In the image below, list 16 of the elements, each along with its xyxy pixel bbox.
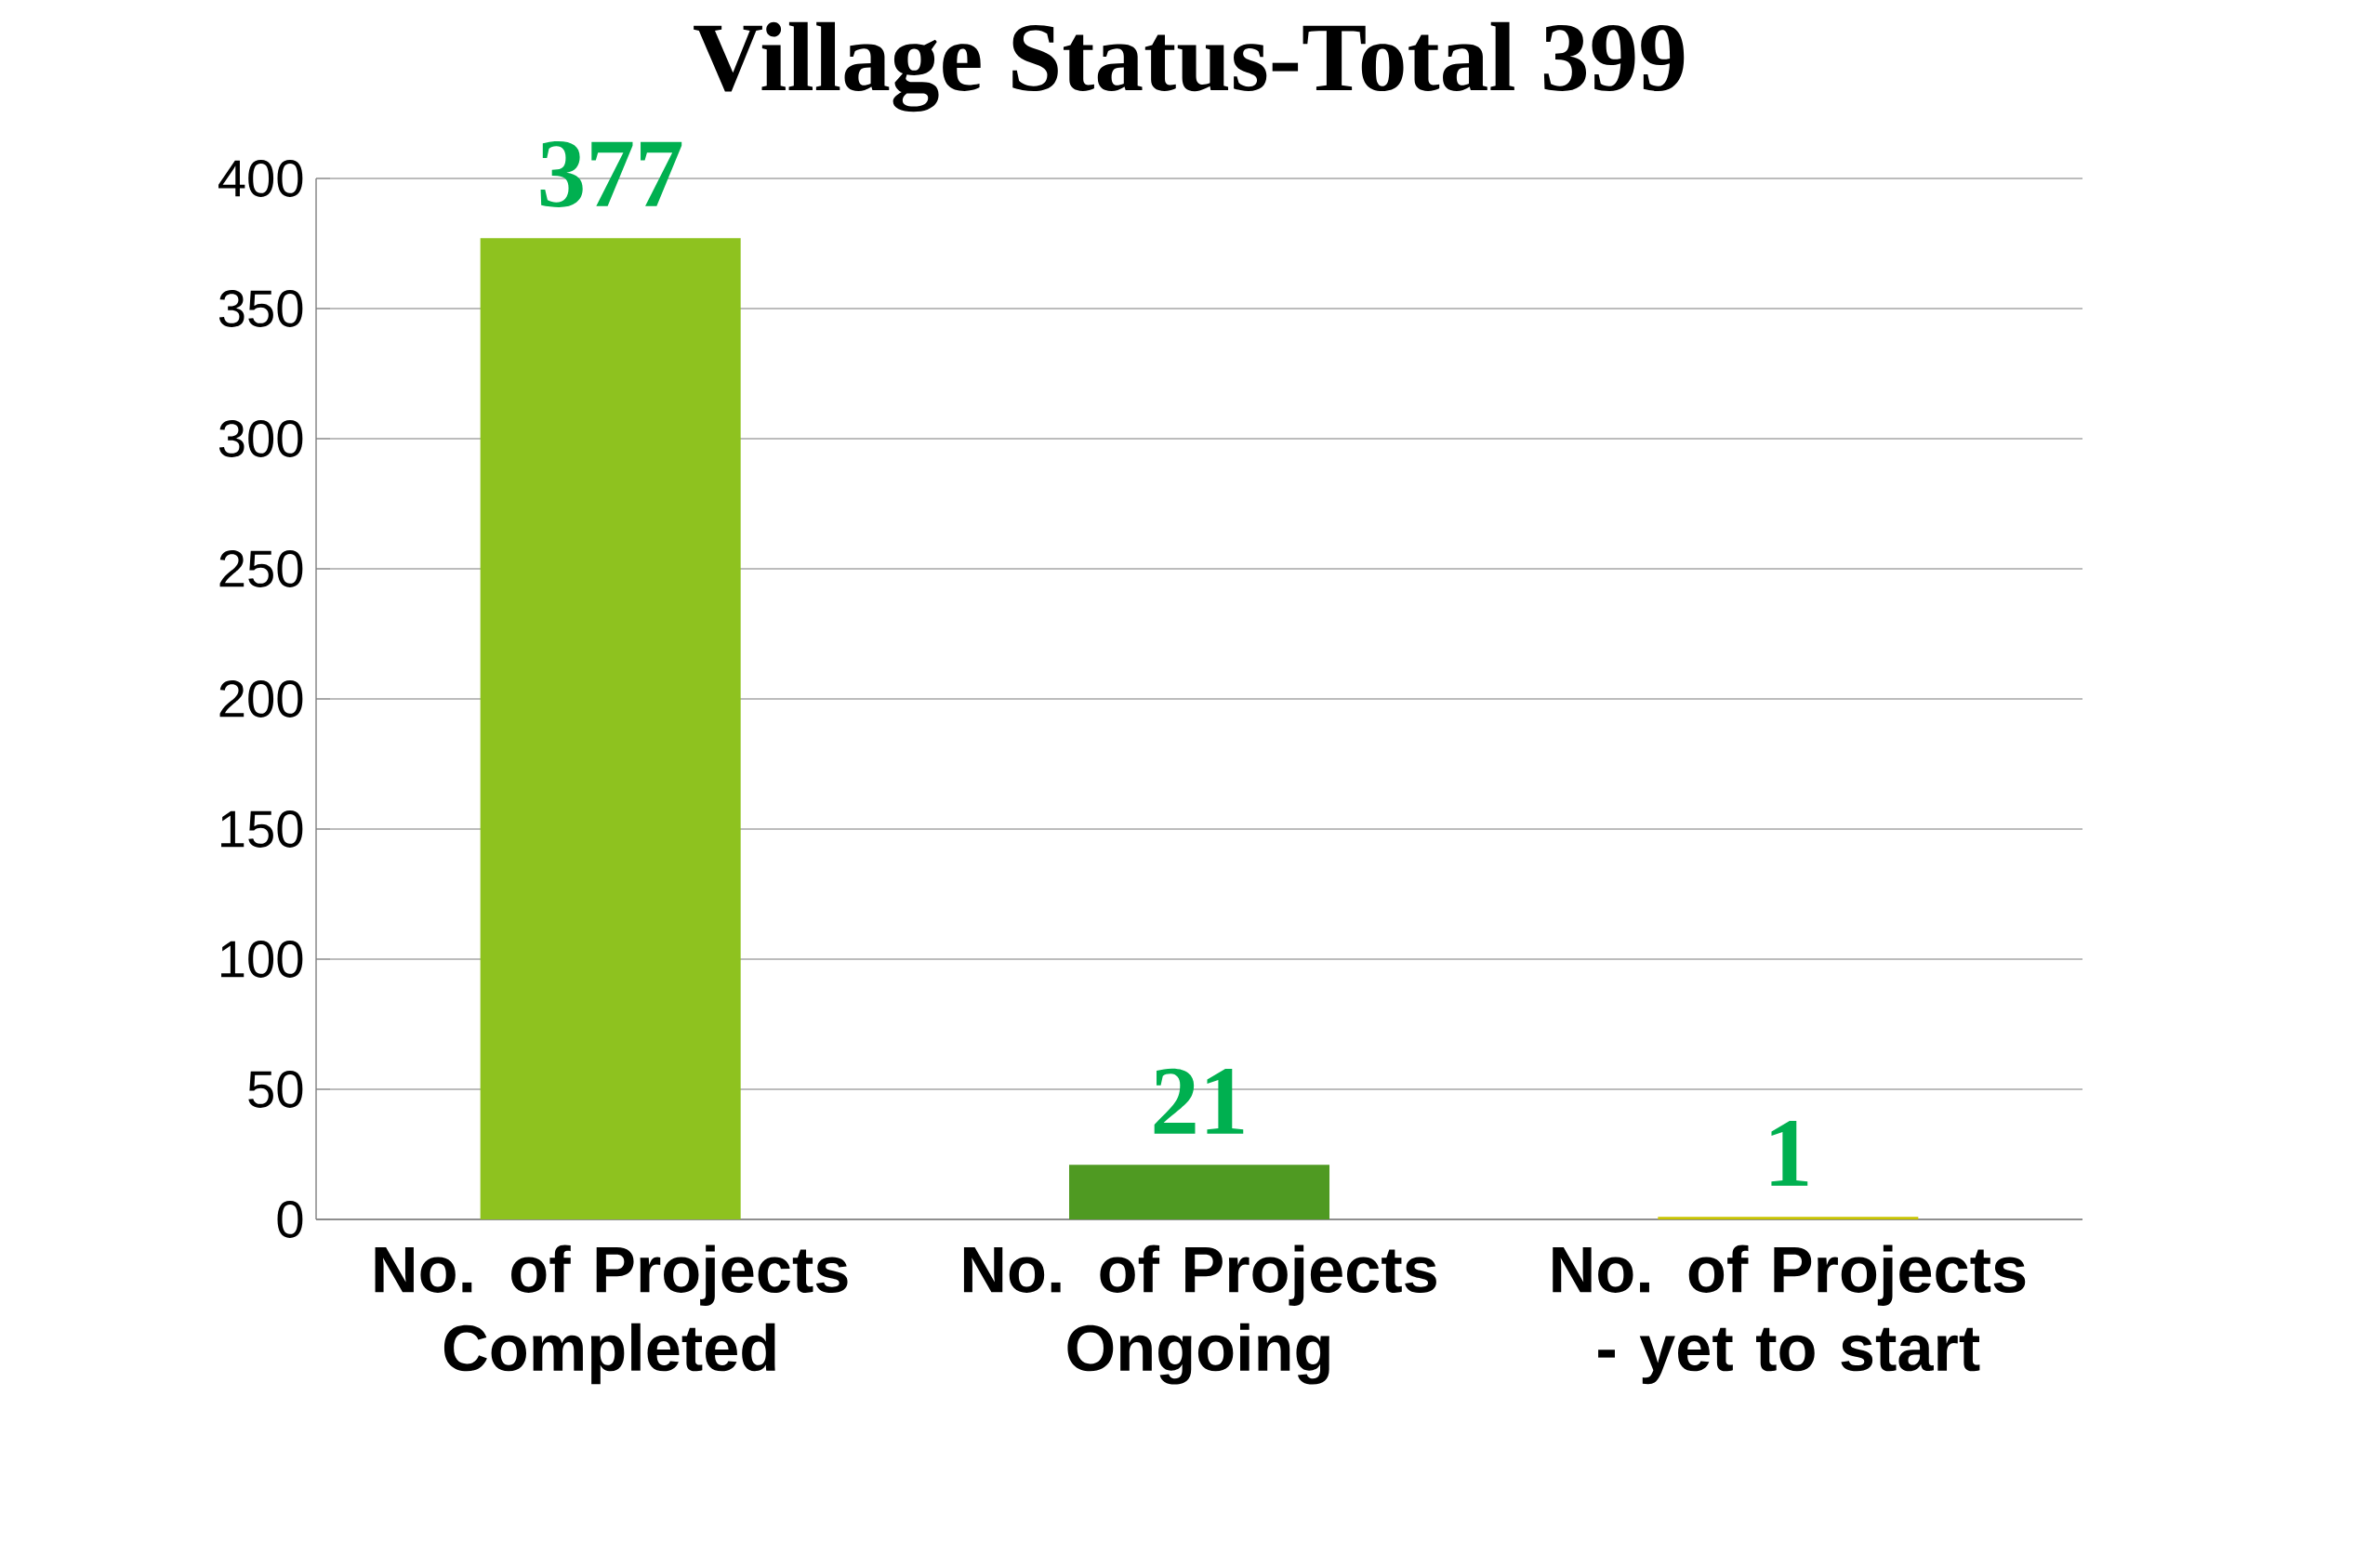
y-tick-label: 150 — [221, 810, 303, 848]
chart-title: Village Status-Total 399 — [694, 21, 1685, 112]
x-tick-label: No. of Projects Completed — [375, 1245, 848, 1385]
y-tick-label: 100 — [221, 941, 303, 978]
y-tick-label: 400 — [218, 160, 303, 197]
x-tick-label: No. of Projects Ongoing — [963, 1245, 1436, 1385]
data-label: 1 — [1771, 1121, 1808, 1186]
y-tick-label: 50 — [248, 1071, 303, 1108]
y-tick-label: 350 — [218, 290, 303, 327]
data-label: 21 — [1154, 1068, 1244, 1134]
y-tick-label: 0 — [277, 1201, 303, 1238]
y-tick-label: 300 — [218, 420, 303, 457]
y-tick-label: 200 — [219, 680, 303, 718]
x-tick-label: No. of Projects - yet to start — [1553, 1245, 2026, 1385]
y-tick-label: 250 — [219, 550, 303, 587]
data-label: 377 — [540, 141, 682, 207]
